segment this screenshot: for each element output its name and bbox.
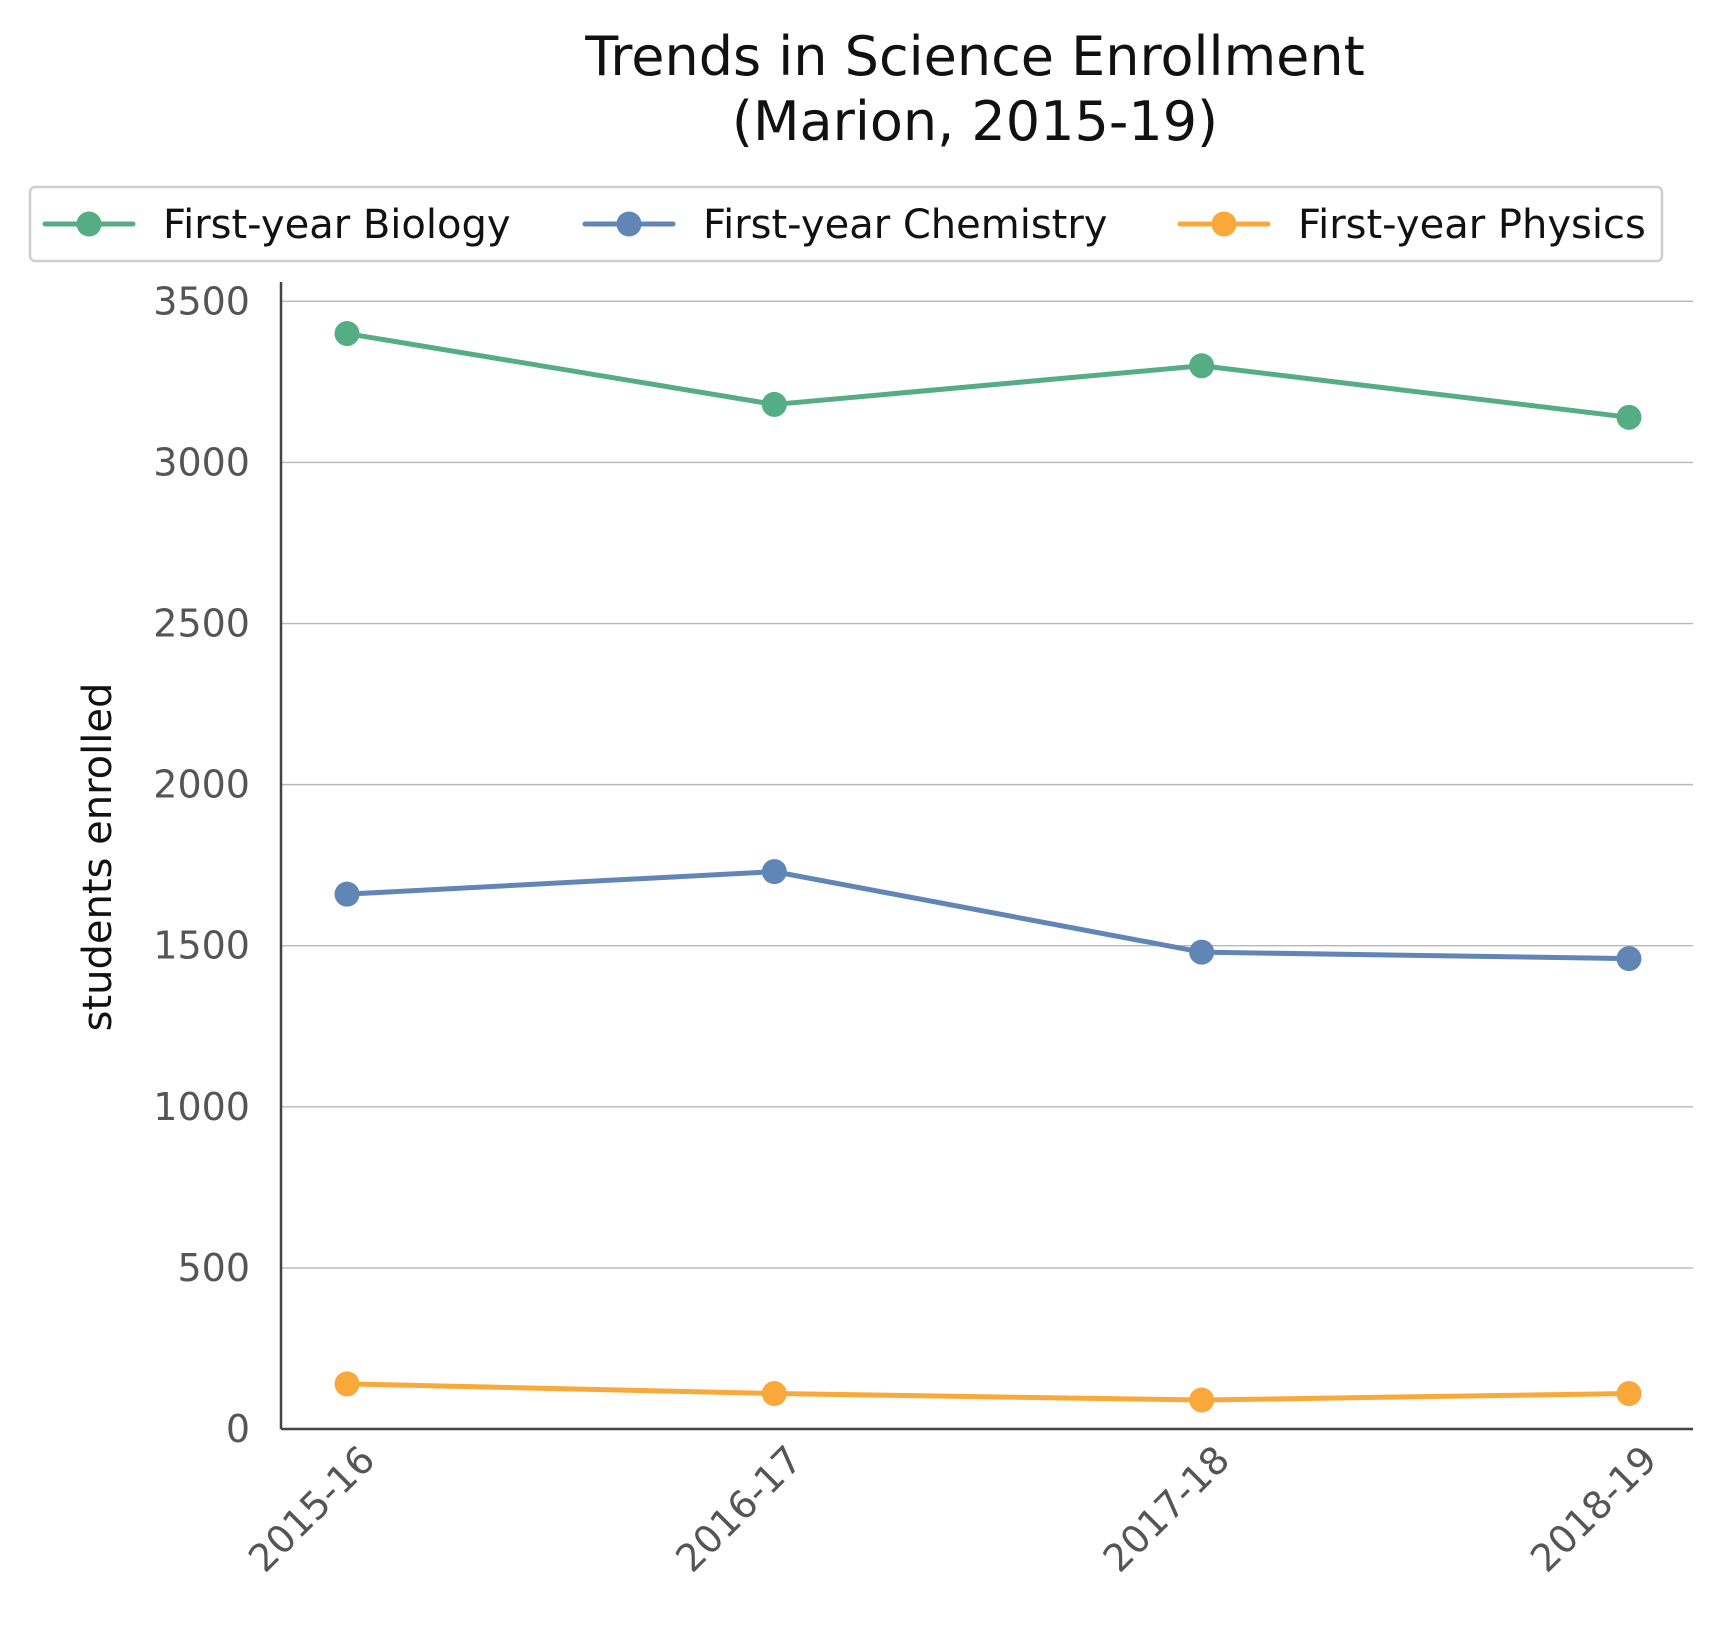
series-line-first-year-chemistry [344,869,1632,962]
chart-title-line-1: Trends in Science Enrollment [584,25,1365,88]
y-tick-label: 0 [226,1407,250,1451]
data-point-first-year-biology [334,321,360,347]
data-point-first-year-physics [334,1371,360,1397]
y-tick-label: 500 [177,1246,250,1290]
data-point-first-year-physics [1189,1387,1215,1413]
legend-label: First-year Physics [1298,202,1646,248]
data-point-first-year-chemistry [334,881,360,907]
data-point-first-year-biology [761,391,787,417]
legend-label: First-year Biology [163,202,511,248]
y-tick-label: 1000 [153,1085,250,1129]
legend-marker [1211,211,1237,237]
series-line-first-year-biology [344,331,1632,420]
x-axis-ticks: 2015-16 2016-17 2017-18 2018-19 [240,1437,1665,1580]
series-line-first-year-physics [344,1381,1632,1403]
data-point-first-year-physics [761,1381,787,1407]
series-first-year-chemistry [334,859,1642,972]
chart-title: Trends in Science Enrollment (Marion, 20… [584,25,1365,153]
chart-title-line-2: (Marion, 2015-19) [732,90,1218,153]
legend-frame [28,185,1664,263]
x-tick-label: 2015-16 [240,1437,383,1580]
legend-marker [76,211,102,237]
series-first-year-biology [334,321,1642,430]
legend-item-first-year-biology: First-year Biology [42,202,511,248]
series-first-year-physics [334,1371,1642,1413]
x-tick-label: 2017-18 [1095,1437,1238,1580]
data-point-first-year-physics [1616,1381,1642,1407]
data-point-first-year-biology [1189,353,1215,379]
legend-marker [616,211,642,237]
x-tick-label: 2016-17 [667,1437,810,1580]
legend-label: First-year Chemistry [703,202,1107,248]
data-point-first-year-chemistry [761,859,787,885]
y-tick-label: 1500 [153,924,250,968]
y-tick-label: 2000 [153,763,250,807]
y-tick-label: 2500 [153,602,250,646]
data-point-first-year-chemistry [1616,946,1642,972]
y-axis-ticks: 0 500 1000 1500 2000 2500 3000 3500 [153,279,250,1451]
legend-item-first-year-chemistry: First-year Chemistry [582,202,1107,248]
data-series [334,321,1642,1413]
data-point-first-year-biology [1616,404,1642,430]
x-tick-label: 2018-19 [1522,1437,1665,1580]
data-point-first-year-chemistry [1189,939,1215,965]
legend: First-year Biology First-year Chemistry Fi… [28,185,1664,263]
y-tick-label: 3000 [153,440,250,484]
gridlines [281,300,1693,1269]
y-tick-label: 3500 [153,279,250,323]
y-axis-label: students enrolled [75,683,121,1032]
legend-item-first-year-physics: First-year Physics [1177,202,1646,248]
